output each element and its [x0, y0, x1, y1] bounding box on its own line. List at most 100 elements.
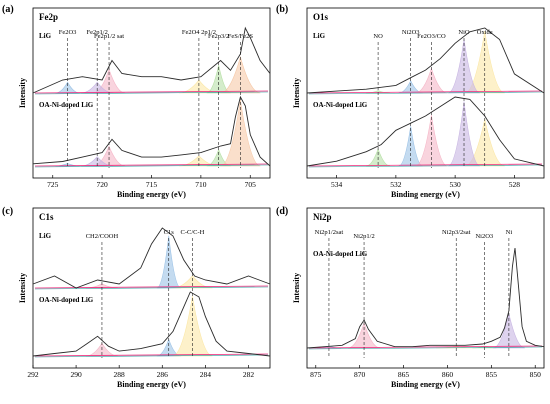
fitted-peak	[415, 115, 448, 167]
peak-annotation: Fe2p1/2 sat	[94, 33, 124, 40]
x-tick-label: 290	[70, 370, 82, 379]
panel-title: C1s	[39, 212, 54, 222]
panel-3: (c) C1s 292 290 288 286 284 282 Binding energy (…	[2, 206, 271, 389]
peak-annotation: Ni2p3/2sat	[442, 229, 471, 236]
sample-label: LiG	[39, 232, 52, 240]
sample-label: OA-Ni-doped LiG	[39, 296, 94, 304]
panel-title: O1s	[313, 12, 329, 22]
x-tick-label: 286	[157, 370, 169, 379]
peak-annotation: Oxide	[477, 29, 493, 36]
sample-label: LiG	[39, 32, 52, 40]
peak-annotation: C-C/C-H	[181, 229, 205, 236]
x-tick-label: 532	[390, 180, 402, 189]
baseline	[308, 91, 543, 95]
raw-trace	[306, 27, 545, 94]
sample-label: OA-Ni-doped LiG	[39, 101, 94, 109]
x-tick-label: 875	[310, 370, 322, 379]
x-tick-label: 288	[114, 370, 126, 379]
baseline	[34, 285, 269, 289]
x-tick-label: 292	[27, 370, 39, 379]
baseline	[308, 345, 543, 349]
peak-annotation: Fe2p3/2	[208, 33, 229, 40]
panel-title: Fe2p	[39, 12, 58, 22]
y-axis-label: Intensity	[292, 78, 301, 108]
baseline	[34, 91, 269, 95]
peak-annotation: Fe2p1/2	[87, 29, 108, 36]
plot-frame	[32, 207, 271, 369]
raw-trace	[32, 95, 271, 167]
panel-label: (b)	[276, 4, 288, 15]
peak-annotation: Ni2p1/2	[353, 233, 374, 240]
panel-1: (a) Fe2p 725 720 715 710 705 Binding energy (eV…	[2, 4, 271, 199]
y-axis-label: Intensity	[292, 273, 301, 303]
series-1: OA-Ni-doped LiG	[306, 247, 545, 350]
sample-label: LiG	[313, 32, 326, 40]
panel-4: (d) Ni2p 875 870 865 860 855 850 Binding energy …	[276, 206, 545, 389]
raw-trace	[32, 26, 271, 94]
baseline	[308, 346, 543, 350]
series-2: OA-Ni-doped LiG	[32, 95, 271, 168]
panel-title: Ni2p	[313, 212, 332, 222]
x-tick-label: 850	[530, 370, 542, 379]
peak-annotation: Ni	[506, 229, 513, 236]
sample-label: OA-Ni-doped LiG	[313, 101, 368, 109]
panel-label: (a)	[2, 4, 14, 15]
x-tick-label: 534	[331, 180, 343, 189]
raw-trace	[306, 247, 545, 349]
peak-annotation: NO	[373, 33, 383, 40]
peak-annotation: FeS/Fe2S	[228, 33, 254, 40]
series-2: OA-Ni-doped LiG	[32, 291, 271, 358]
panel-label: (d)	[276, 206, 288, 217]
baseline	[34, 286, 269, 290]
x-tick-label: 530	[450, 180, 462, 189]
x-tick-label: 725	[47, 180, 59, 189]
y-axis-label: Intensity	[18, 78, 27, 108]
x-tick-label: 284	[200, 370, 212, 379]
baseline	[308, 90, 543, 94]
x-tick-label: 705	[245, 180, 257, 189]
x-axis-label: Binding energy (eV)	[391, 380, 460, 389]
x-tick-label: 710	[195, 180, 207, 189]
peak-annotation: C1s	[164, 229, 175, 236]
x-axis-label: Binding energy (eV)	[117, 380, 186, 389]
x-tick-label: 865	[398, 370, 410, 379]
peak-annotation: Ni2O3	[475, 233, 493, 240]
y-axis-label: Intensity	[18, 273, 27, 303]
series-1: LiG	[306, 27, 545, 95]
x-tick-label: 715	[146, 180, 158, 189]
baseline	[308, 163, 543, 167]
peak-annotation: Fe2O3	[59, 29, 77, 36]
peak-annotation: Fe2O3/CO	[417, 33, 446, 40]
fitted-peak	[156, 235, 181, 289]
raw-trace	[32, 291, 271, 357]
x-axis-label: Binding energy (eV)	[391, 190, 460, 199]
x-tick-label: 860	[442, 370, 454, 379]
x-tick-label: 870	[354, 370, 366, 379]
peak-annotation: Ni2O3	[402, 29, 420, 36]
x-tick-label: 720	[97, 180, 109, 189]
x-axis-label: Binding energy (eV)	[117, 190, 186, 199]
series-2: OA-Ni-doped LiG	[306, 96, 545, 168]
x-tick-label: 282	[243, 370, 255, 379]
baseline	[34, 90, 269, 94]
baseline	[34, 353, 269, 357]
panel-2: (b) O1s 534 532 530 528 Binding energy (eV) Int…	[276, 4, 545, 199]
peak-annotation: Ni2p1/2sat	[315, 229, 344, 236]
fitted-peak	[172, 296, 213, 357]
baseline	[308, 164, 543, 168]
baseline	[34, 354, 269, 358]
peak-annotation: Fe2O4 2p1/2	[182, 29, 216, 36]
sample-label: OA-Ni-doped LiG	[313, 250, 368, 258]
peak-annotation: NiO	[458, 29, 470, 36]
raw-trace	[306, 96, 545, 167]
x-tick-label: 855	[486, 370, 498, 379]
panel-label: (c)	[2, 206, 13, 217]
raw-trace	[32, 227, 271, 289]
x-tick-label: 528	[509, 180, 521, 189]
baseline	[34, 164, 269, 168]
peak-annotation: CH2/COOH	[86, 233, 119, 240]
series-1: LiG	[32, 227, 271, 290]
plot-frame	[306, 207, 545, 369]
baseline	[34, 163, 269, 167]
